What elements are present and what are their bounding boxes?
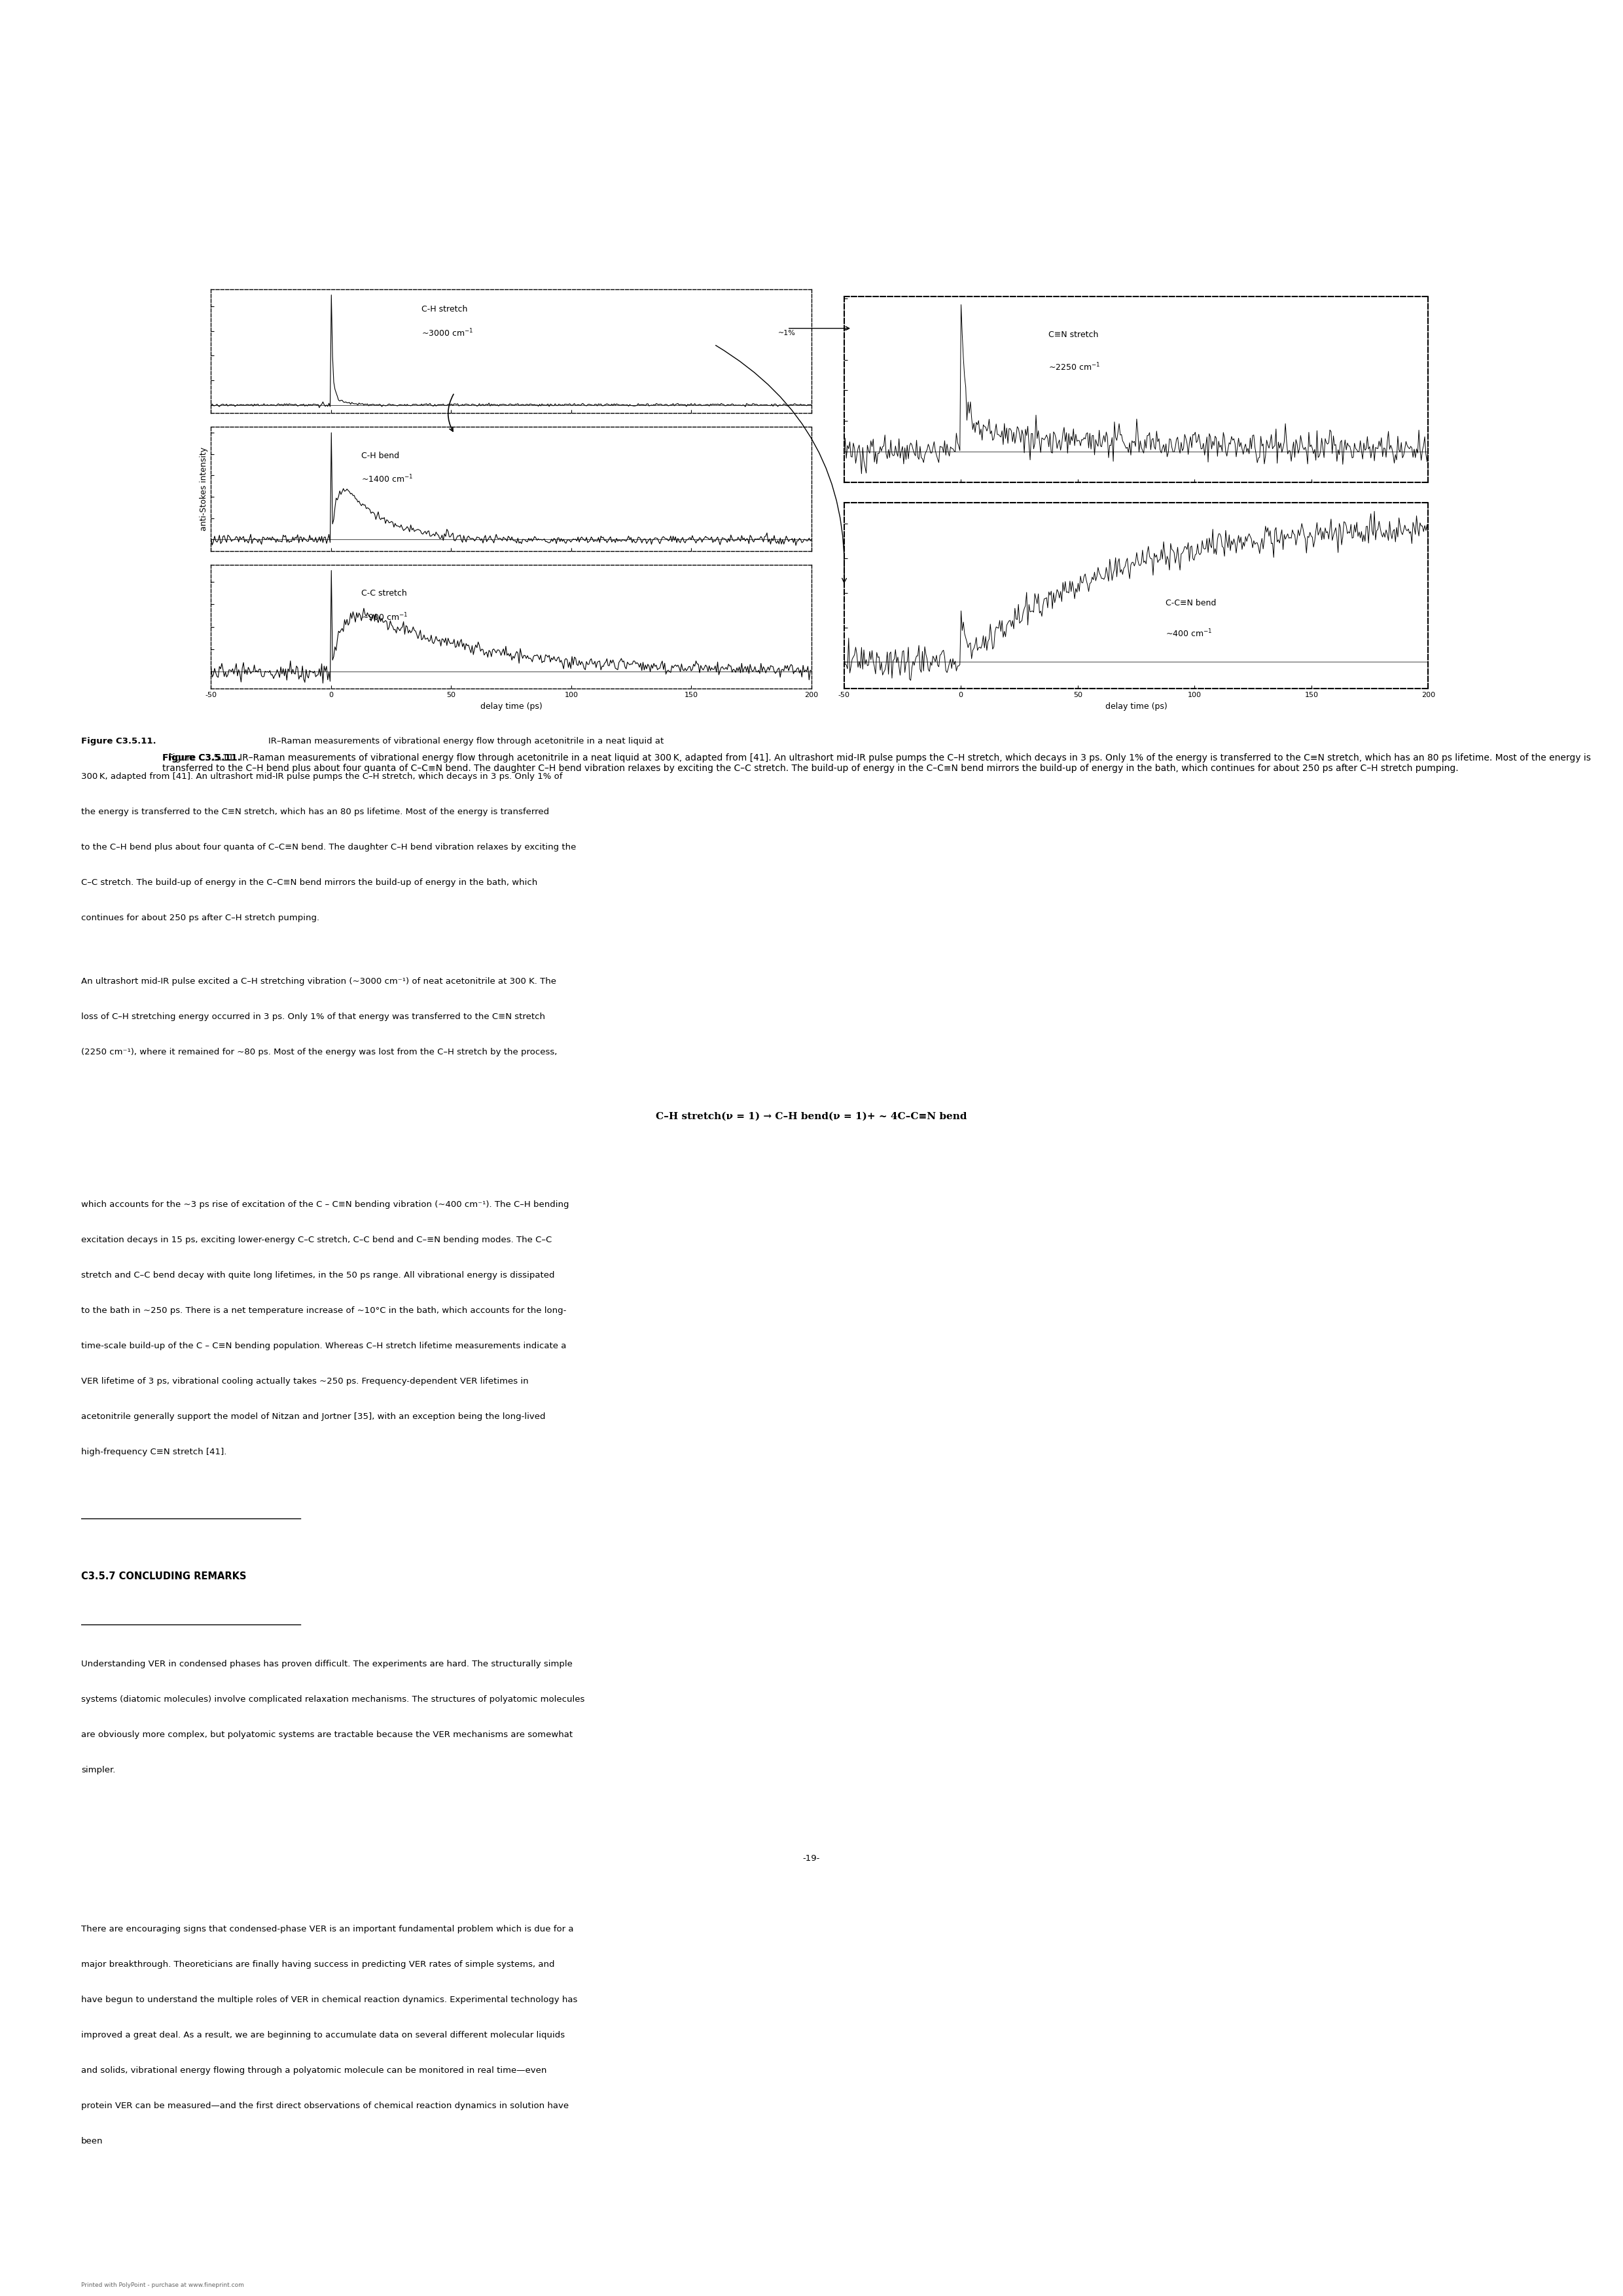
Text: Figure C3.5.11.: Figure C3.5.11.: [81, 737, 156, 746]
Text: (2250 cm⁻¹), where it remained for ~80 ps. Most of the energy was lost from the : (2250 cm⁻¹), where it remained for ~80 p…: [81, 1049, 557, 1056]
Text: acetonitrile generally support the model of Nitzan and Jortner [35], with an exc: acetonitrile generally support the model…: [81, 1412, 545, 1421]
Text: VER lifetime of 3 ps, vibrational cooling actually takes ~250 ps. Frequency-depe: VER lifetime of 3 ps, vibrational coolin…: [81, 1378, 529, 1384]
Text: ~400 cm$^{-1}$: ~400 cm$^{-1}$: [1165, 627, 1212, 638]
Text: the energy is transferred to the C≡N stretch, which has an 80 ps lifetime. Most : the energy is transferred to the C≡N str…: [81, 808, 549, 817]
Text: 300 K, adapted from [41]. An ultrashort mid-IR pulse pumps the C–H stretch, whic: 300 K, adapted from [41]. An ultrashort …: [81, 771, 563, 781]
Text: C-H stretch: C-H stretch: [420, 305, 467, 315]
Text: Printed with PolyPoint - purchase at www.fineprint.com: Printed with PolyPoint - purchase at www…: [81, 2282, 243, 2287]
Text: C≡N stretch: C≡N stretch: [1048, 331, 1099, 340]
Text: ~900 cm$^{-1}$: ~900 cm$^{-1}$: [360, 611, 407, 622]
Text: high-frequency C≡N stretch [41].: high-frequency C≡N stretch [41].: [81, 1449, 227, 1456]
Text: ~2250 cm$^{-1}$: ~2250 cm$^{-1}$: [1048, 363, 1100, 372]
Y-axis label: anti-Stokes intensity: anti-Stokes intensity: [200, 448, 208, 530]
Text: which accounts for the ~3 ps rise of excitation of the C – C≡N bending vibration: which accounts for the ~3 ps rise of exc…: [81, 1201, 570, 1208]
Text: ~3000 cm$^{-1}$: ~3000 cm$^{-1}$: [420, 328, 474, 338]
Text: Figure C3.5.11.: Figure C3.5.11.: [162, 753, 240, 762]
Text: excitation decays in 15 ps, exciting lower-energy C–C stretch, C–C bend and C–≡N: excitation decays in 15 ps, exciting low…: [81, 1235, 552, 1244]
Text: ~1400 cm$^{-1}$: ~1400 cm$^{-1}$: [360, 473, 414, 484]
Text: been: been: [81, 2138, 104, 2147]
Text: -19-: -19-: [803, 1855, 820, 1862]
Text: Figure C3.5.11. IR–Raman measurements of vibrational energy flow through acetoni: Figure C3.5.11. IR–Raman measurements of…: [162, 753, 1591, 774]
Text: to the bath in ~250 ps. There is a net temperature increase of ~10°C in the bath: to the bath in ~250 ps. There is a net t…: [81, 1306, 566, 1316]
Text: time-scale build-up of the C – C≡N bending population. Whereas C–H stretch lifet: time-scale build-up of the C – C≡N bendi…: [81, 1341, 566, 1350]
Text: C–C stretch. The build-up of energy in the C–C≡N bend mirrors the build-up of en: C–C stretch. The build-up of energy in t…: [81, 879, 537, 886]
Text: loss of C–H stretching energy occurred in 3 ps. Only 1% of that energy was trans: loss of C–H stretching energy occurred i…: [81, 1013, 545, 1022]
Text: are obviously more complex, but polyatomic systems are tractable because the VER: are obviously more complex, but polyatom…: [81, 1731, 573, 1738]
Text: systems (diatomic molecules) involve complicated relaxation mechanisms. The stru: systems (diatomic molecules) involve com…: [81, 1694, 584, 1704]
Text: C-C≡N bend: C-C≡N bend: [1165, 599, 1216, 606]
Text: and solids, vibrational energy flowing through a polyatomic molecule can be moni: and solids, vibrational energy flowing t…: [81, 2066, 547, 2076]
Text: to the C–H bend plus about four quanta of C–C≡N bend. The daughter C–H bend vibr: to the C–H bend plus about four quanta o…: [81, 843, 576, 852]
X-axis label: delay time (ps): delay time (ps): [480, 703, 542, 712]
Text: continues for about 250 ps after C–H stretch pumping.: continues for about 250 ps after C–H str…: [81, 914, 320, 923]
Text: have begun to understand the multiple roles of VER in chemical reaction dynamics: have begun to understand the multiple ro…: [81, 1995, 578, 2004]
Text: major breakthrough. Theoreticians are finally having success in predicting VER r: major breakthrough. Theoreticians are fi…: [81, 1961, 555, 1970]
Text: Understanding VER in condensed phases has proven difficult. The experiments are : Understanding VER in condensed phases ha…: [81, 1660, 573, 1669]
Text: An ultrashort mid-IR pulse excited a C–H stretching vibration (~3000 cm⁻¹) of ne: An ultrashort mid-IR pulse excited a C–H…: [81, 978, 557, 985]
Text: C-H bend: C-H bend: [360, 452, 399, 459]
Text: There are encouraging signs that condensed-phase VER is an important fundamental: There are encouraging signs that condens…: [81, 1924, 573, 1933]
Text: C–H stretch(ν = 1) → C–H bend(ν = 1)+ ~ 4C–C≡N bend: C–H stretch(ν = 1) → C–H bend(ν = 1)+ ~ …: [656, 1111, 967, 1120]
Text: ~1%: ~1%: [779, 331, 795, 335]
Text: improved a great deal. As a result, we are beginning to accumulate data on sever: improved a great deal. As a result, we a…: [81, 2032, 565, 2039]
X-axis label: delay time (ps): delay time (ps): [1105, 703, 1167, 712]
Text: simpler.: simpler.: [81, 1766, 115, 1775]
Text: stretch and C–C bend decay with quite long lifetimes, in the 50 ps range. All vi: stretch and C–C bend decay with quite lo…: [81, 1272, 555, 1279]
Text: C-C stretch: C-C stretch: [360, 590, 407, 597]
Text: protein VER can be measured—and the first direct observations of chemical reacti: protein VER can be measured—and the firs…: [81, 2101, 568, 2110]
Text: IR–Raman measurements of vibrational energy flow through acetonitrile in a neat : IR–Raman measurements of vibrational ene…: [224, 737, 664, 746]
Text: C3.5.7 CONCLUDING REMARKS: C3.5.7 CONCLUDING REMARKS: [81, 1570, 247, 1582]
